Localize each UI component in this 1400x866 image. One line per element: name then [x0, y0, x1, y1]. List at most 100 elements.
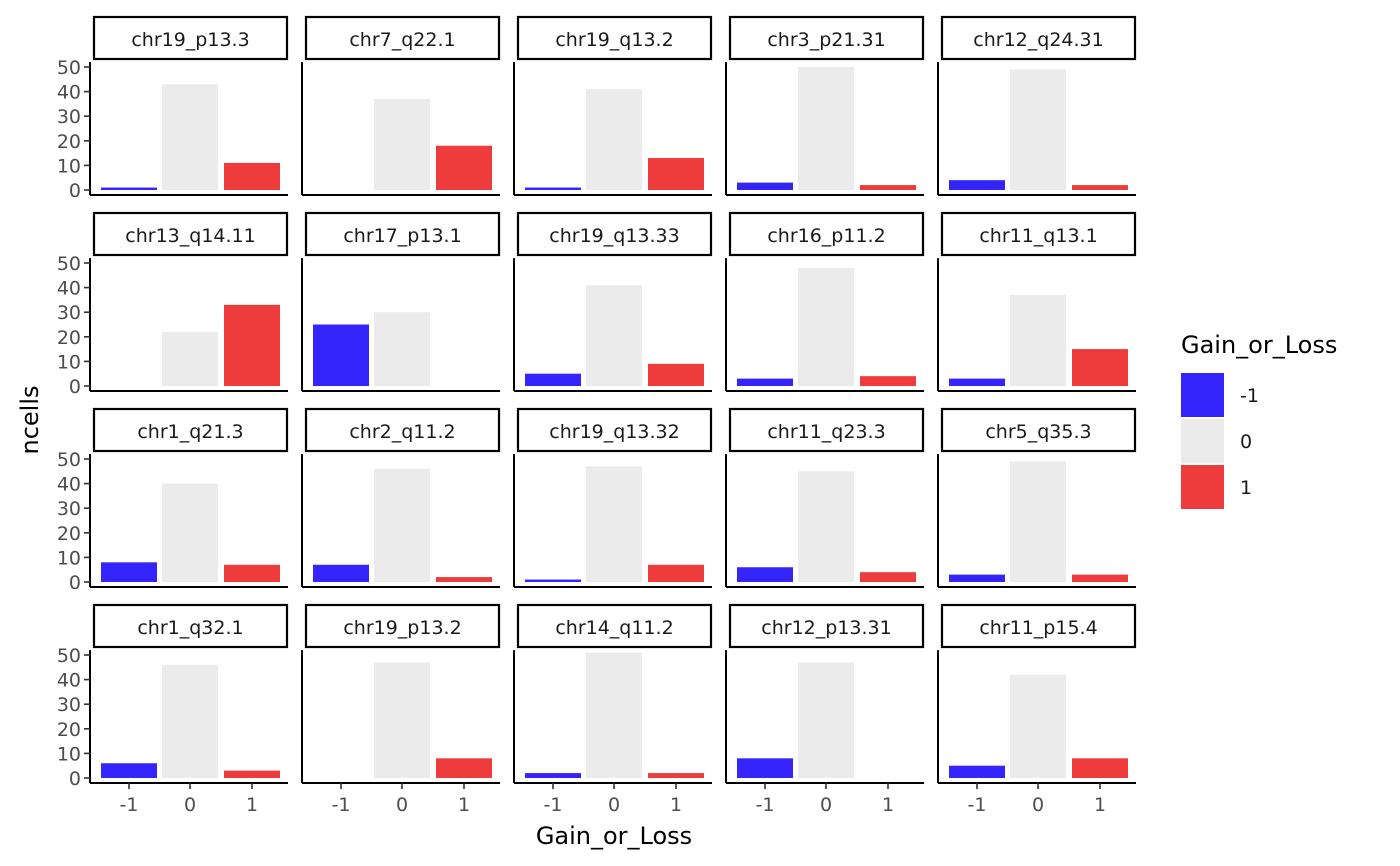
facet-strip: [304, 407, 501, 453]
facet-panel: chr11_q13.1: [937, 211, 1137, 392]
bar: [949, 765, 1005, 778]
bar: [525, 373, 581, 386]
bar: [860, 572, 916, 582]
y-tick-label: 40: [57, 474, 81, 496]
bar: [586, 285, 642, 386]
facet-strip-label: chr19_q13.2: [555, 29, 673, 51]
bar: [1010, 461, 1066, 582]
bar: [1072, 185, 1128, 190]
bar: [436, 758, 492, 778]
legend-label: 0: [1240, 431, 1252, 453]
facet-strip-label: chr19_p13.3: [131, 29, 249, 51]
y-tick-label: 20: [57, 719, 81, 741]
y-tick-label: 30: [57, 498, 81, 520]
facet-panel: chr19_q13.33: [513, 211, 713, 392]
y-tick-label: 10: [57, 547, 81, 569]
bar: [798, 471, 854, 582]
bar: [1010, 674, 1066, 778]
bar: [949, 378, 1005, 386]
facet-strip: [304, 603, 501, 649]
legend-swatch: [1181, 373, 1224, 417]
bar: [737, 567, 793, 582]
legend-label: -1: [1240, 385, 1259, 407]
facet-panel: chr19_q13.2: [513, 15, 713, 196]
bar: [1010, 294, 1066, 386]
x-tick-label: 1: [882, 794, 894, 816]
y-tick-label: 0: [69, 180, 81, 202]
bar: [798, 267, 854, 386]
facet-strip-label: chr11_q13.1: [979, 225, 1097, 247]
bar: [525, 773, 581, 778]
bar: [648, 158, 704, 190]
y-tick-label: 50: [57, 253, 81, 275]
bar: [525, 187, 581, 190]
bar: [949, 574, 1005, 582]
bar: [162, 84, 218, 190]
facet-strip: [728, 603, 925, 649]
y-tick-label: 30: [57, 694, 81, 716]
facet-strip: [516, 407, 713, 453]
x-tick-label: 1: [246, 794, 258, 816]
facet-strip-label: chr13_q14.11: [125, 225, 255, 247]
bar: [101, 763, 157, 778]
bar: [374, 468, 430, 582]
facet-strip-label: chr1_q32.1: [137, 617, 243, 639]
facet-strip-label: chr11_p15.4: [979, 617, 1097, 639]
bar: [737, 182, 793, 190]
facet-strip-label: chr16_p11.2: [767, 225, 885, 247]
facet-strip-label: chr14_q11.2: [555, 617, 673, 639]
y-tick-label: 50: [57, 645, 81, 667]
legend-title: Gain_or_Loss: [1181, 331, 1337, 359]
facet-strip: [516, 603, 713, 649]
facet-strip-label: chr12_q24.31: [973, 29, 1103, 51]
facet-panel: chr11_q23.3: [725, 407, 925, 588]
bar: [648, 363, 704, 386]
facet-strip: [304, 211, 501, 257]
facet-strip: [516, 211, 713, 257]
bar: [224, 162, 280, 190]
x-tick-label: 0: [1032, 794, 1044, 816]
bar: [313, 564, 369, 582]
facet-strip-label: chr3_p21.31: [767, 29, 885, 51]
bar: [586, 466, 642, 582]
facet-strip-label: chr19_p13.2: [343, 617, 461, 639]
bar: [374, 98, 430, 190]
y-axis-title: ncells: [16, 385, 44, 454]
x-tick-label: -1: [756, 794, 775, 816]
y-tick-label: 50: [57, 57, 81, 79]
facet-panel: chr16_p11.2: [725, 211, 925, 392]
x-tick-label: -1: [120, 794, 139, 816]
bar: [224, 770, 280, 778]
x-tick-label: 1: [1094, 794, 1106, 816]
x-tick-label: 0: [184, 794, 196, 816]
facet-panel: chr5_q35.3: [937, 407, 1137, 588]
x-tick-label: 0: [820, 794, 832, 816]
y-tick-label: 0: [69, 768, 81, 790]
facet-panel: chr12_p13.31 -1 0 1: [725, 603, 925, 816]
bar: [101, 187, 157, 190]
y-tick-label: 20: [57, 327, 81, 349]
facet-strip-label: chr2_q11.2: [349, 421, 455, 443]
bar: [737, 378, 793, 386]
y-tick-label: 40: [57, 278, 81, 300]
bar: [860, 185, 916, 190]
bar: [586, 652, 642, 778]
facet-strip: [728, 211, 925, 257]
facet-strip: [304, 15, 501, 61]
legend: Gain_or_Loss -1 0 1: [1181, 331, 1337, 509]
facet-panel: chr17_p13.1: [301, 211, 501, 392]
bar: [162, 664, 218, 778]
facet-strip-label: chr7_q22.1: [349, 29, 455, 51]
bar: [798, 662, 854, 778]
facet-strip: [92, 603, 289, 649]
bar: [586, 89, 642, 190]
bar: [436, 145, 492, 190]
bar: [798, 67, 854, 190]
bar: [101, 562, 157, 582]
facet-strip-label: chr19_q13.32: [549, 421, 679, 443]
facet-panel: chr3_p21.31: [725, 15, 925, 196]
